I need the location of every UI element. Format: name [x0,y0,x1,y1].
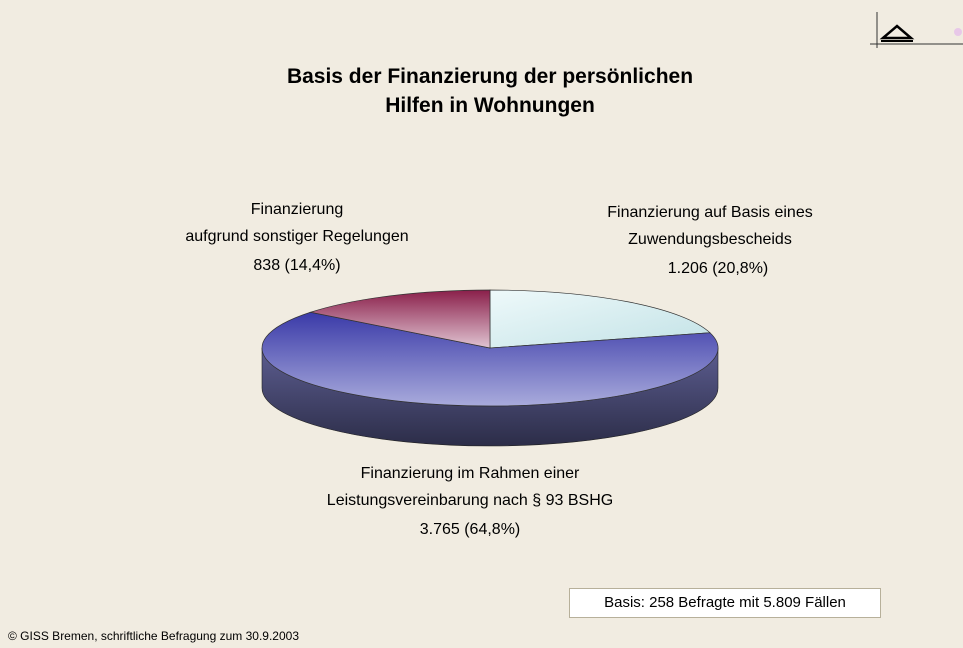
logo [870,12,963,48]
value-label: 3.765 (64,8%) [419,521,521,538]
slice [309,289,491,349]
note-box: Basis: 258 Befragte mit 5.809 Fällen [569,588,881,618]
slice-label: Finanzierung im Rahmen einer Leistungsve… [326,465,614,509]
slice [489,289,711,349]
slice-label: Finanzierung aufgrund sonstiger Regelung… [185,201,409,245]
value-label: 1.206 (20,8%) [667,260,769,277]
slice [261,311,719,407]
value-label: 838 (14,4%) [253,257,341,274]
chart-title: Basis der Finanzierung der persönlichen … [286,65,694,117]
source: © GISS Bremen, schriftliche Befragung zu… [8,629,299,643]
slice-label: Finanzierung auf Basis eines Zuwendungsb… [607,204,813,248]
